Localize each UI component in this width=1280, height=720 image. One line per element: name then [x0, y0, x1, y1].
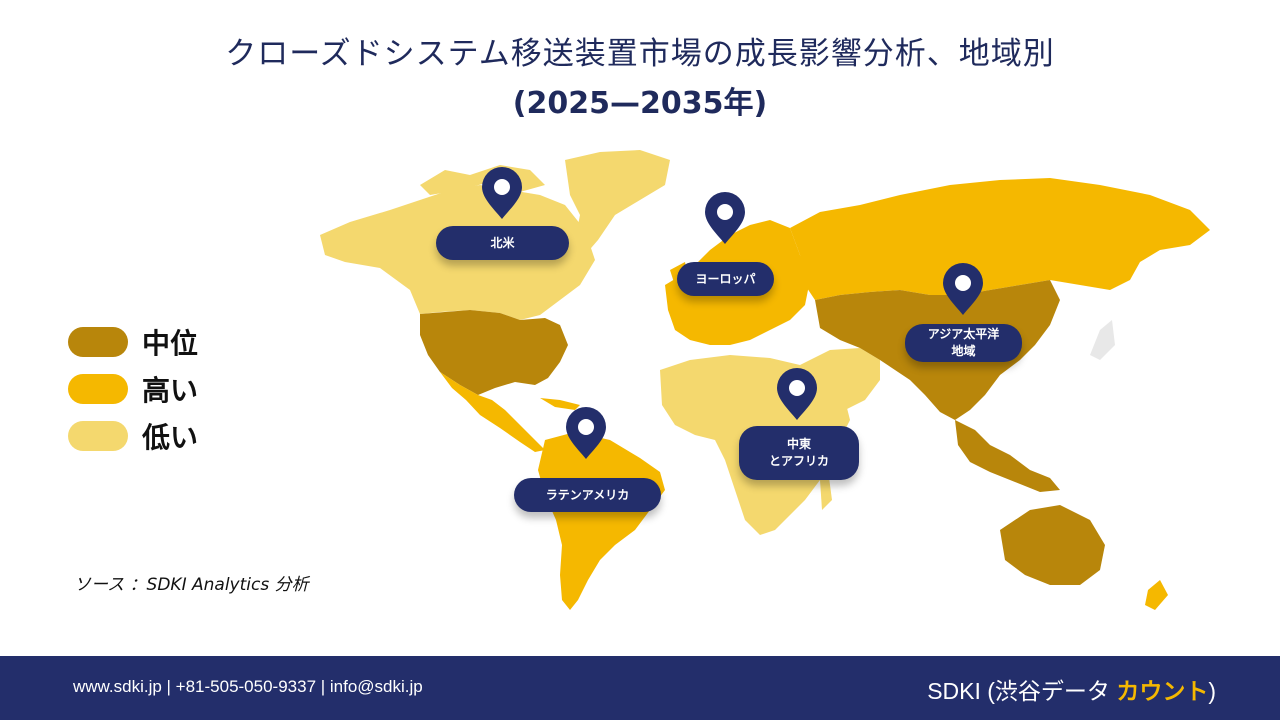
legend-item-high: 高い	[68, 365, 198, 412]
caribbean-shape	[540, 398, 580, 410]
legend-swatch-high	[68, 373, 128, 404]
pin-latin-america[interactable]	[566, 407, 606, 459]
page-title: クローズドシステム移送装置市場の成長影響分析、地域別	[225, 36, 1055, 72]
footer-contact[interactable]: www.sdki.jp | +81-505-050-9337 | info@sd…	[73, 677, 423, 696]
middle-east-shape	[800, 348, 880, 410]
pin-middle-east-africa[interactable]	[777, 368, 817, 420]
legend-label: 中位	[142, 326, 199, 360]
legend-swatch-low	[68, 420, 128, 451]
brand-accent: カウント	[1116, 678, 1209, 704]
mexico-shape	[440, 372, 545, 452]
japan-shape	[1090, 320, 1115, 360]
south-america-shape	[538, 432, 665, 610]
legend-swatch-medium	[68, 326, 128, 357]
usa-shape	[420, 310, 568, 395]
world-map	[320, 150, 1210, 610]
region-label-asia-pacific: アジア太平洋 地域	[905, 324, 1022, 362]
region-label-north-america: 北米	[436, 226, 569, 260]
greenland-shape	[565, 150, 670, 255]
page-subtitle: (2025—2035年)	[512, 86, 768, 121]
source-note: ソース ：SDKI Analytics 分析	[74, 575, 309, 595]
madagascar-shape	[820, 470, 832, 510]
australia-shape	[1000, 505, 1105, 585]
new-zealand-shape	[1145, 580, 1168, 610]
brand-prefix: SDKI (渋谷データ	[927, 678, 1117, 704]
legend-label: 低い	[142, 420, 199, 454]
region-label-middle-east-africa: 中東 とアフリカ	[739, 426, 859, 480]
legend-label: 高い	[142, 373, 199, 407]
russia-shape	[790, 178, 1210, 300]
pin-asia-pacific[interactable]	[943, 263, 983, 315]
pin-europe[interactable]	[705, 192, 745, 244]
brand-suffix: )	[1208, 678, 1216, 704]
pin-north-america[interactable]	[482, 167, 522, 219]
footer-brand: SDKI (渋谷データ カウント)	[927, 672, 1216, 706]
southeast-asia-shape	[955, 420, 1060, 492]
legend-item-low: 低い	[68, 412, 198, 459]
footer-bar: www.sdki.jp | +81-505-050-9337 | info@sd…	[0, 656, 1280, 720]
legend-item-medium: 中位	[68, 318, 198, 365]
region-label-latin-america: ラテンアメリカ	[514, 478, 661, 512]
legend: 中位 高い 低い	[68, 318, 198, 459]
region-label-europe: ヨーロッパ	[677, 262, 774, 296]
